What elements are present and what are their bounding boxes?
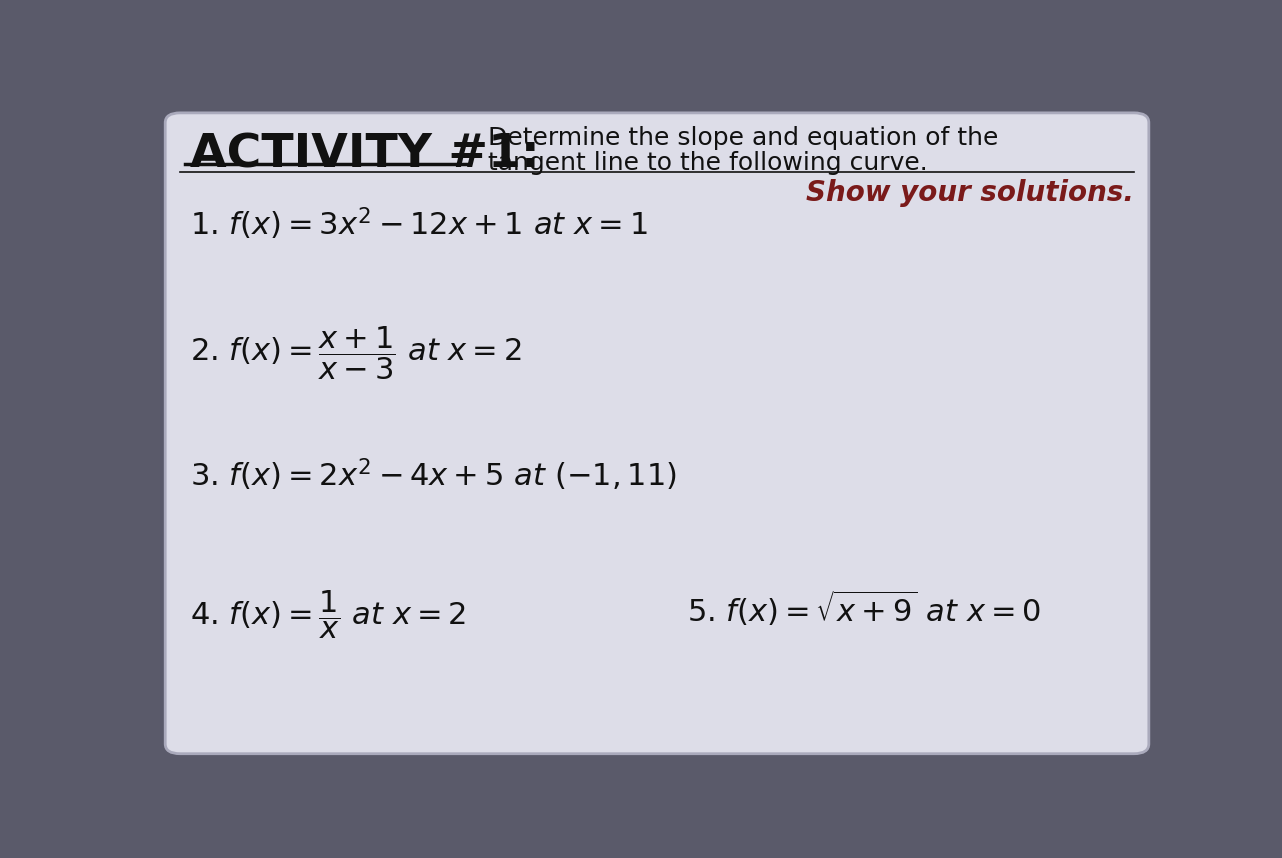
Text: 4. $f(x) = \dfrac{1}{x}\ \mathit{at}\ x = 2$: 4. $f(x) = \dfrac{1}{x}\ \mathit{at}\ x …	[190, 589, 467, 641]
Text: 2. $f(x) = \dfrac{x+1}{x-3}\ \mathit{at}\ x = 2$: 2. $f(x) = \dfrac{x+1}{x-3}\ \mathit{at}…	[190, 324, 522, 382]
FancyBboxPatch shape	[165, 113, 1149, 753]
Text: 1. $f(x) = 3x^2 - 12x + 1\ \mathit{at}\ x = 1$: 1. $f(x) = 3x^2 - 12x + 1\ \mathit{at}\ …	[190, 205, 647, 242]
Text: Show your solutions.: Show your solutions.	[806, 179, 1135, 207]
Text: Determine the slope and equation of the: Determine the slope and equation of the	[488, 126, 999, 150]
Text: 3. $f(x) = 2x^2 - 4x + 5\ \mathit{at}\ (-1, 11)$: 3. $f(x) = 2x^2 - 4x + 5\ \mathit{at}\ (…	[190, 456, 677, 492]
Text: ACTIVITY #1:: ACTIVITY #1:	[190, 133, 540, 178]
Text: 5. $f(x) = \sqrt{x+9}\ \mathit{at}\ x = 0$: 5. $f(x) = \sqrt{x+9}\ \mathit{at}\ x = …	[687, 589, 1041, 628]
Text: tangent line to the following curve.: tangent line to the following curve.	[488, 151, 928, 175]
